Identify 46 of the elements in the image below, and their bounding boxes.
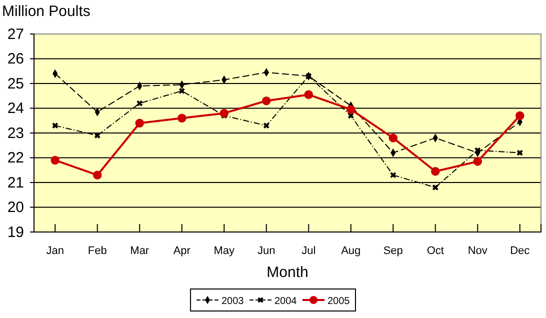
point <box>516 150 523 156</box>
x-tick-label: May <box>214 244 236 257</box>
legend-label: 2004 <box>274 296 298 307</box>
x-tick-label: Jun <box>258 244 276 257</box>
point <box>52 122 58 129</box>
legend-label: 2003 <box>222 296 244 307</box>
point <box>178 114 186 123</box>
y-tick-label: 21 <box>7 174 24 192</box>
point <box>346 105 356 114</box>
x-tick-label: Mar <box>130 244 150 257</box>
x-tick-label: Feb <box>88 244 107 257</box>
y-tick-label: 20 <box>7 199 24 216</box>
point <box>178 88 185 94</box>
x-tick-label: Sep <box>383 244 403 257</box>
y-tick-label: 19 <box>7 224 24 241</box>
y-tick-label: 23 <box>7 124 24 142</box>
x-axis-title: Month <box>266 264 308 281</box>
legend-label: 2005 <box>328 296 350 307</box>
x-tick-label: Jul <box>302 244 316 257</box>
x-tick-label: Oct <box>426 244 444 257</box>
point <box>50 156 60 165</box>
x-tick-label: Jan <box>46 244 64 257</box>
point <box>304 90 313 99</box>
y-tick-label: 24 <box>7 100 24 118</box>
x-tick-label: Aug <box>341 244 361 257</box>
point <box>473 157 482 166</box>
point <box>220 108 228 118</box>
y-tick-label: 27 <box>7 26 24 43</box>
point <box>432 184 438 190</box>
point <box>135 118 144 128</box>
point <box>93 170 102 180</box>
x-tick-label: Dec <box>510 244 530 257</box>
point <box>262 96 271 106</box>
y-axis-title: Million Poults <box>2 3 90 20</box>
x-tick-label: Apr <box>173 244 191 257</box>
point <box>516 111 524 120</box>
point <box>431 167 440 176</box>
point <box>348 112 354 119</box>
point <box>263 122 270 129</box>
y-tick-label: 22 <box>7 150 24 167</box>
y-tick-label: 25 <box>7 75 24 92</box>
point <box>388 134 398 142</box>
x-tick-label: Nov <box>468 244 488 257</box>
point <box>136 100 143 106</box>
point <box>390 172 396 178</box>
y-tick-label: 26 <box>7 50 24 68</box>
